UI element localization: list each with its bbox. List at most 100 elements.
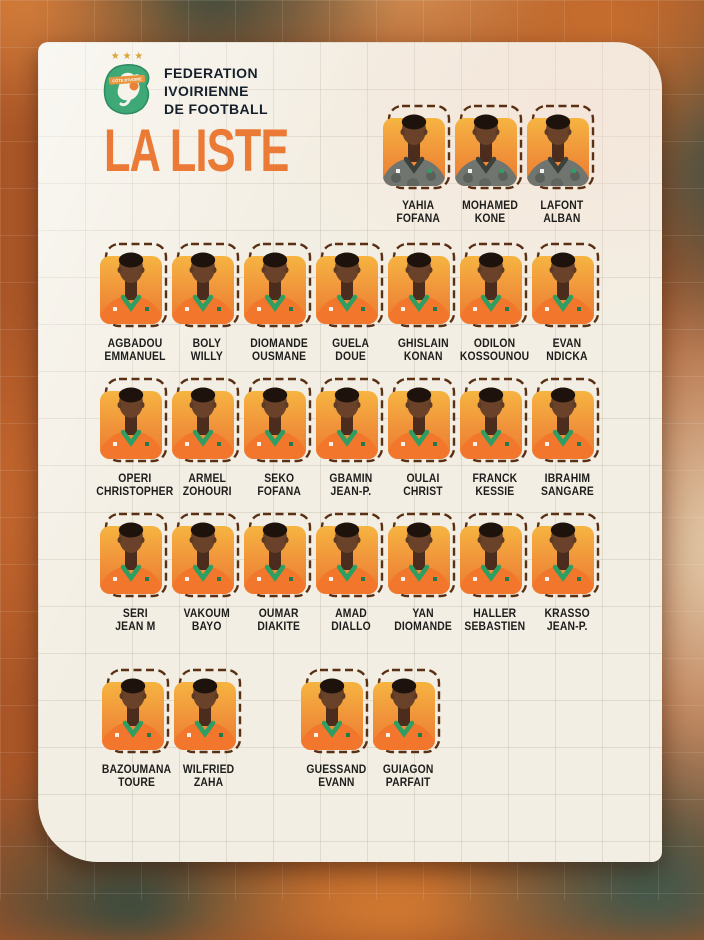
player-card-oulai-christ: OULAI CHRIST	[387, 375, 459, 499]
player-last-name: KONE	[474, 213, 506, 225]
player-first-name: GHISLAIN	[397, 338, 449, 350]
player-photo	[316, 512, 384, 598]
player-photo	[172, 242, 240, 328]
player-last-name: EMMANUEL	[104, 351, 166, 363]
poster-card: ★ ★ ★ CÔTE D'IVOIRE FEDERATION IVOIRIENN…	[38, 42, 662, 862]
player-name: ODILON KOSSOUNOU	[460, 338, 529, 364]
player-head	[117, 387, 145, 418]
player-name: GHISLAIN KONAN	[398, 338, 449, 364]
player-name: GUELA DOUE	[332, 338, 369, 364]
player-photo	[244, 512, 312, 598]
player-last-name: OUSMANE	[251, 351, 307, 363]
outfield-jersey	[301, 720, 363, 750]
player-photo	[460, 242, 528, 328]
player-photo	[244, 377, 312, 463]
player-card-oumar-diakite: OUMAR DIAKITE	[243, 510, 315, 634]
player-last-name: DIALLO	[331, 621, 371, 633]
player-first-name: VAKOUM	[183, 608, 231, 620]
player-card-vakoum-bayo: VAKOUM BAYO	[171, 510, 243, 634]
player-name: BAZOUMANA TOURE	[102, 764, 171, 790]
player-last-name: NDICKA	[546, 351, 588, 363]
player-last-name: WILLY	[190, 351, 224, 363]
player-name: AMAD DIALLO	[331, 608, 371, 634]
outfield-jersey	[172, 564, 234, 594]
player-head	[549, 387, 577, 418]
player-last-name: FOFANA	[396, 213, 440, 225]
player-name: YAN DIOMANDE	[394, 608, 452, 634]
player-last-name: KESSIE	[475, 486, 515, 498]
player-head	[189, 252, 217, 283]
player-photo	[460, 377, 528, 463]
player-photo	[388, 377, 456, 463]
outfield-jersey	[316, 429, 378, 459]
outfield-jersey	[244, 429, 306, 459]
outfield-jersey	[244, 564, 306, 594]
player-card-evan-ndicka: EVAN NDICKA	[531, 240, 603, 364]
player-first-name: YAN	[412, 608, 434, 620]
player-photo	[100, 377, 168, 463]
player-last-name: ZOHOURI	[182, 486, 232, 498]
player-photo	[532, 377, 600, 463]
outfield-jersey	[460, 294, 522, 324]
player-first-name: OULAI	[406, 473, 440, 485]
player-first-name: LAFONT	[540, 200, 584, 212]
player-card-amad-diallo: AMAD DIALLO	[315, 510, 387, 634]
player-name: EVAN NDICKA	[546, 338, 587, 364]
outfield-jersey	[174, 720, 236, 750]
player-last-name: ZAHA	[194, 777, 224, 789]
player-card-operi-christopher: OPERI CHRISTOPHER	[96, 375, 173, 499]
player-photo	[102, 668, 170, 754]
player-head	[333, 252, 361, 283]
player-card-lafont-alban: LAFONT ALBAN	[526, 102, 598, 226]
outfield-jersey	[244, 294, 306, 324]
player-first-name: MOHAMED	[462, 200, 518, 212]
fif-logo: ★ ★ ★ CÔTE D'IVOIRE	[103, 51, 150, 115]
player-head	[261, 522, 289, 553]
player-head	[119, 678, 147, 709]
player-name: OUMAR DIAKITE	[258, 608, 301, 634]
player-card-odilon-kossounou: ODILON KOSSOUNOU	[459, 240, 531, 364]
player-card-seko-fofana: SEKO FOFANA	[243, 375, 315, 499]
player-head	[191, 678, 219, 709]
player-last-name: CHRISTOPHER	[96, 486, 174, 498]
player-head	[405, 387, 433, 418]
outfield-jersey	[100, 564, 162, 594]
player-last-name: KOSSOUNOU	[460, 351, 530, 363]
player-card-diomande-ousmane: DIOMANDE OUSMANE	[243, 240, 315, 364]
player-head	[549, 252, 577, 283]
player-photo	[527, 104, 595, 190]
player-last-name: SEBASTIEN	[464, 621, 526, 633]
player-first-name: SERI	[122, 608, 148, 620]
player-name: SERI JEAN M	[115, 608, 155, 634]
player-head	[544, 114, 572, 145]
player-first-name: OUMAR	[258, 608, 299, 620]
player-first-name: BAZOUMANA	[102, 764, 172, 776]
player-head	[333, 387, 361, 418]
player-name: AGBADOU EMMANUEL	[104, 338, 165, 364]
elephant-trunk	[119, 96, 132, 107]
player-first-name: DIOMANDE	[250, 338, 308, 350]
outfield-jersey	[532, 294, 594, 324]
player-head	[405, 252, 433, 283]
player-last-name: TOURE	[118, 777, 156, 789]
player-first-name: WILFRIED	[183, 764, 235, 776]
player-name: OPERI CHRISTOPHER	[96, 473, 173, 499]
squad-row-4: SERI JEAN M	[99, 510, 603, 634]
star-icons: ★ ★ ★	[111, 51, 143, 62]
player-first-name: ARMEL	[188, 473, 226, 485]
player-photo	[316, 377, 384, 463]
federation-line-2: IVOIRIENNE	[164, 83, 249, 99]
logo-banner: CÔTE D'IVOIRE	[108, 74, 146, 85]
outfield-jersey	[316, 294, 378, 324]
outfield-jersey	[172, 294, 234, 324]
outfield-jersey	[388, 564, 450, 594]
squad-row-2: AGBADOU EMMANUEL	[99, 240, 603, 364]
player-name: BOLY WILLY	[191, 338, 223, 364]
logo-banner-text: CÔTE D'IVOIRE	[112, 76, 142, 83]
player-head	[261, 252, 289, 283]
player-last-name: SANGARE	[540, 486, 594, 498]
player-photo	[388, 512, 456, 598]
player-card-armel-zohouri: ARMEL ZOHOURI	[171, 375, 243, 499]
player-card-agbadou-emmanuel: AGBADOU EMMANUEL	[99, 240, 171, 364]
goalkeeper-jersey	[527, 156, 589, 186]
